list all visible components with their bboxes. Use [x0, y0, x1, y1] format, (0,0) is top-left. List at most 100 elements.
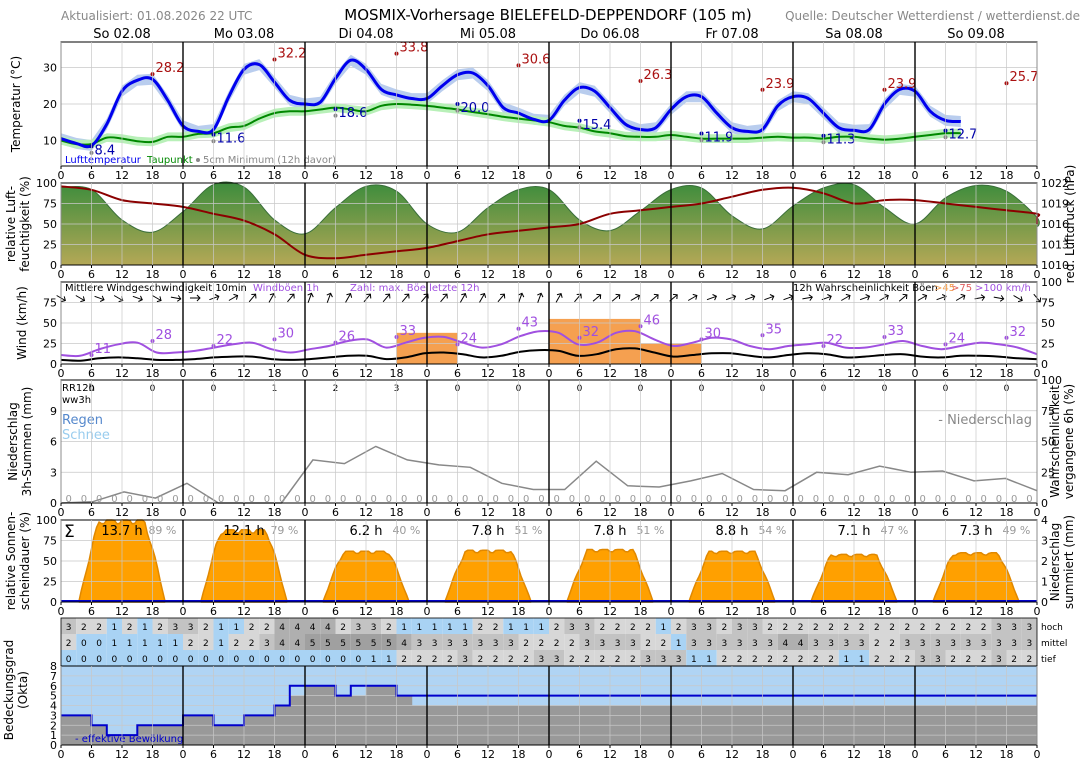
- x-tick-label: 0: [302, 268, 309, 281]
- cloud-layer-cell: [991, 634, 1007, 650]
- cloud-layer-cell: [777, 634, 793, 650]
- cloud-layer-cell: [122, 650, 138, 666]
- cloud-layer-value: 3: [615, 639, 621, 649]
- cloud-layer-value: 2: [981, 655, 987, 665]
- wind-direction-arrow: [898, 293, 908, 302]
- x-tick-label: 12: [237, 605, 251, 618]
- x-tick-label: 6: [576, 506, 583, 519]
- x-tick-label: 12: [603, 169, 617, 182]
- cloud-layer-cell: [960, 618, 976, 634]
- cloud-layer-value: 0: [81, 655, 87, 665]
- cloud-layer-value: 0: [295, 655, 301, 665]
- x-tick-label: 18: [390, 605, 404, 618]
- wind-direction-arrow: [363, 293, 372, 303]
- cloud-layer-cell: [610, 650, 626, 666]
- cloud-layer-cell: [320, 634, 336, 650]
- x-tick-label: 6: [210, 748, 217, 761]
- low-cloud-bar: [106, 735, 123, 745]
- cloud-layer-cell: [244, 618, 260, 634]
- cloud-layer-cell: [640, 618, 656, 634]
- x-tick-label: 18: [756, 506, 770, 519]
- cloud-layer-value: 3: [188, 623, 194, 633]
- gust-max-label: 30: [278, 326, 295, 341]
- x-tick-label: 18: [756, 268, 770, 281]
- cloud-layer-cell: [137, 634, 153, 650]
- low-cloud-bar: [350, 695, 367, 745]
- arrow-head: [556, 293, 563, 298]
- cloud-layer-label: mittel: [1041, 639, 1067, 649]
- cloud-layer-cell: [122, 618, 138, 634]
- arrow-shaft: [879, 295, 889, 301]
- rr3h-value: 0: [797, 494, 803, 505]
- x-tick-label: 0: [546, 169, 553, 182]
- x-tick-label: 18: [268, 748, 282, 761]
- x-tick-label: 12: [481, 169, 495, 182]
- x-tick-label: 0: [790, 506, 797, 519]
- x-tick-label: 18: [634, 169, 648, 182]
- legend-rain: Regen: [62, 413, 103, 428]
- wind-direction-arrow: [479, 293, 487, 303]
- temperature-y-tick-label: 20: [43, 98, 57, 111]
- cloud-layer-value: 1: [432, 623, 438, 633]
- precip-sum-y2-tick-label: 2: [1041, 555, 1048, 568]
- rr3h-value: 0: [294, 494, 300, 505]
- precip-prob-y2-tick-label: 50: [1041, 436, 1055, 449]
- cloud-layer-cell: [457, 650, 473, 666]
- wind-direction-arrow: [189, 294, 201, 302]
- rr3h-value: 0: [614, 494, 620, 505]
- cloud-layer-cell: [1006, 650, 1022, 666]
- cloud-layer-cell: [91, 618, 107, 634]
- sunshine-daily-percent: 89 %: [148, 524, 176, 537]
- x-tick-label: 0: [424, 748, 431, 761]
- cloud-layer-cell: [183, 618, 199, 634]
- cloud-layer-value: 3: [920, 639, 926, 649]
- x-tick-label: 0: [790, 605, 797, 618]
- x-tick-label: 6: [942, 506, 949, 519]
- arrow-shaft: [209, 295, 219, 301]
- cloud-y-tick-label: 4: [50, 700, 57, 713]
- arrow-shaft: [802, 296, 813, 300]
- day-label: Mo 03.08: [214, 27, 275, 42]
- gust-max-label: 32: [1010, 325, 1027, 340]
- cloud-layer-value: 2: [859, 623, 865, 633]
- x-tick-label: 0: [180, 169, 187, 182]
- cloud-layer-value: 3: [417, 639, 423, 649]
- x-tick-label: 6: [454, 268, 461, 281]
- cloud-layer-value: 3: [432, 639, 438, 649]
- x-tick-label: 12: [969, 367, 983, 380]
- precip-sum-y2-tick-label: 3: [1041, 535, 1048, 548]
- cloud-layer-value: 0: [112, 655, 118, 665]
- wind-direction-arrow: [94, 295, 105, 302]
- x-tick-label: 0: [58, 748, 65, 761]
- cloud-layer-value: 5: [310, 639, 316, 649]
- gust-max-label: 35: [766, 322, 783, 337]
- x-tick-label: 18: [146, 367, 160, 380]
- cloud-layer-cell: [747, 634, 763, 650]
- cloud-layer-value: 1: [157, 639, 163, 649]
- cloud-layer-value: 2: [889, 623, 895, 633]
- x-tick-label: 12: [603, 605, 617, 618]
- cloud-layer-value: 2: [249, 623, 255, 633]
- cloud-layer-value: 2: [615, 623, 621, 633]
- cloud-layer-value: 1: [661, 623, 667, 633]
- cloud-layer-value: 2: [188, 639, 194, 649]
- cloud-layer-value: 3: [935, 655, 941, 665]
- sunshine-daily-percent: 49 %: [1002, 524, 1030, 537]
- cloud-layer-cell: [488, 634, 504, 650]
- cloud-layer-cell: [228, 650, 244, 666]
- cloud-layer-value: 2: [661, 639, 667, 649]
- arrow-head: [517, 292, 525, 298]
- cloud-layer-cell: [564, 634, 580, 650]
- x-tick-label: 18: [512, 367, 526, 380]
- sunshine-y-tick-label: 50: [43, 555, 57, 568]
- x-tick-label: 0: [180, 748, 187, 761]
- x-tick-label: 12: [359, 605, 373, 618]
- cloud-layer-value: 3: [722, 639, 728, 649]
- x-tick-label: 0: [668, 605, 675, 618]
- x-tick-label: 18: [634, 605, 648, 618]
- x-tick-label: 18: [1000, 169, 1014, 182]
- cloud-layer-cell: [701, 634, 717, 650]
- arrow-shaft: [113, 295, 123, 301]
- cloud-layer-value: 2: [1011, 655, 1017, 665]
